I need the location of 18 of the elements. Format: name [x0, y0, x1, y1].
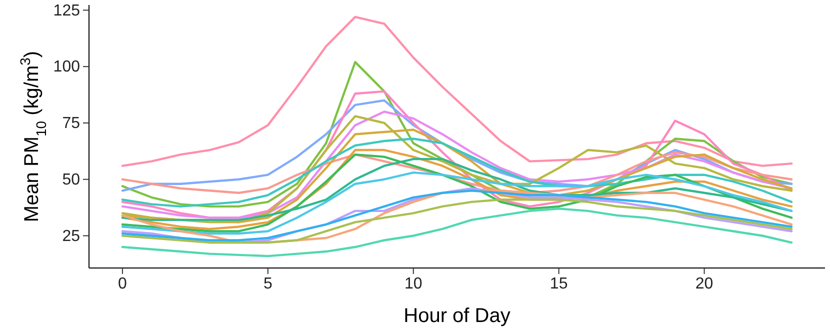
line-series	[121, 198, 793, 244]
y-tick-label: 50	[62, 171, 80, 188]
y-tick-label: 100	[53, 58, 80, 76]
x-axis-title: Hour of Day	[404, 305, 510, 327]
line-series	[121, 138, 793, 208]
line-series	[121, 158, 793, 222]
y-tick-label: 25	[62, 228, 80, 245]
line-series	[121, 151, 793, 194]
x-tick-label: 0	[118, 275, 127, 292]
line-series	[121, 16, 793, 167]
x-tick-label: 5	[263, 275, 272, 292]
x-tick-label: 10	[404, 275, 422, 292]
y-tick-label: 75	[62, 115, 80, 132]
line-series	[121, 171, 793, 235]
line-series	[121, 208, 793, 258]
x-tick-label: 20	[695, 275, 714, 292]
y-tick-label: 125	[53, 2, 80, 20]
x-tick-label: 15	[550, 275, 568, 292]
